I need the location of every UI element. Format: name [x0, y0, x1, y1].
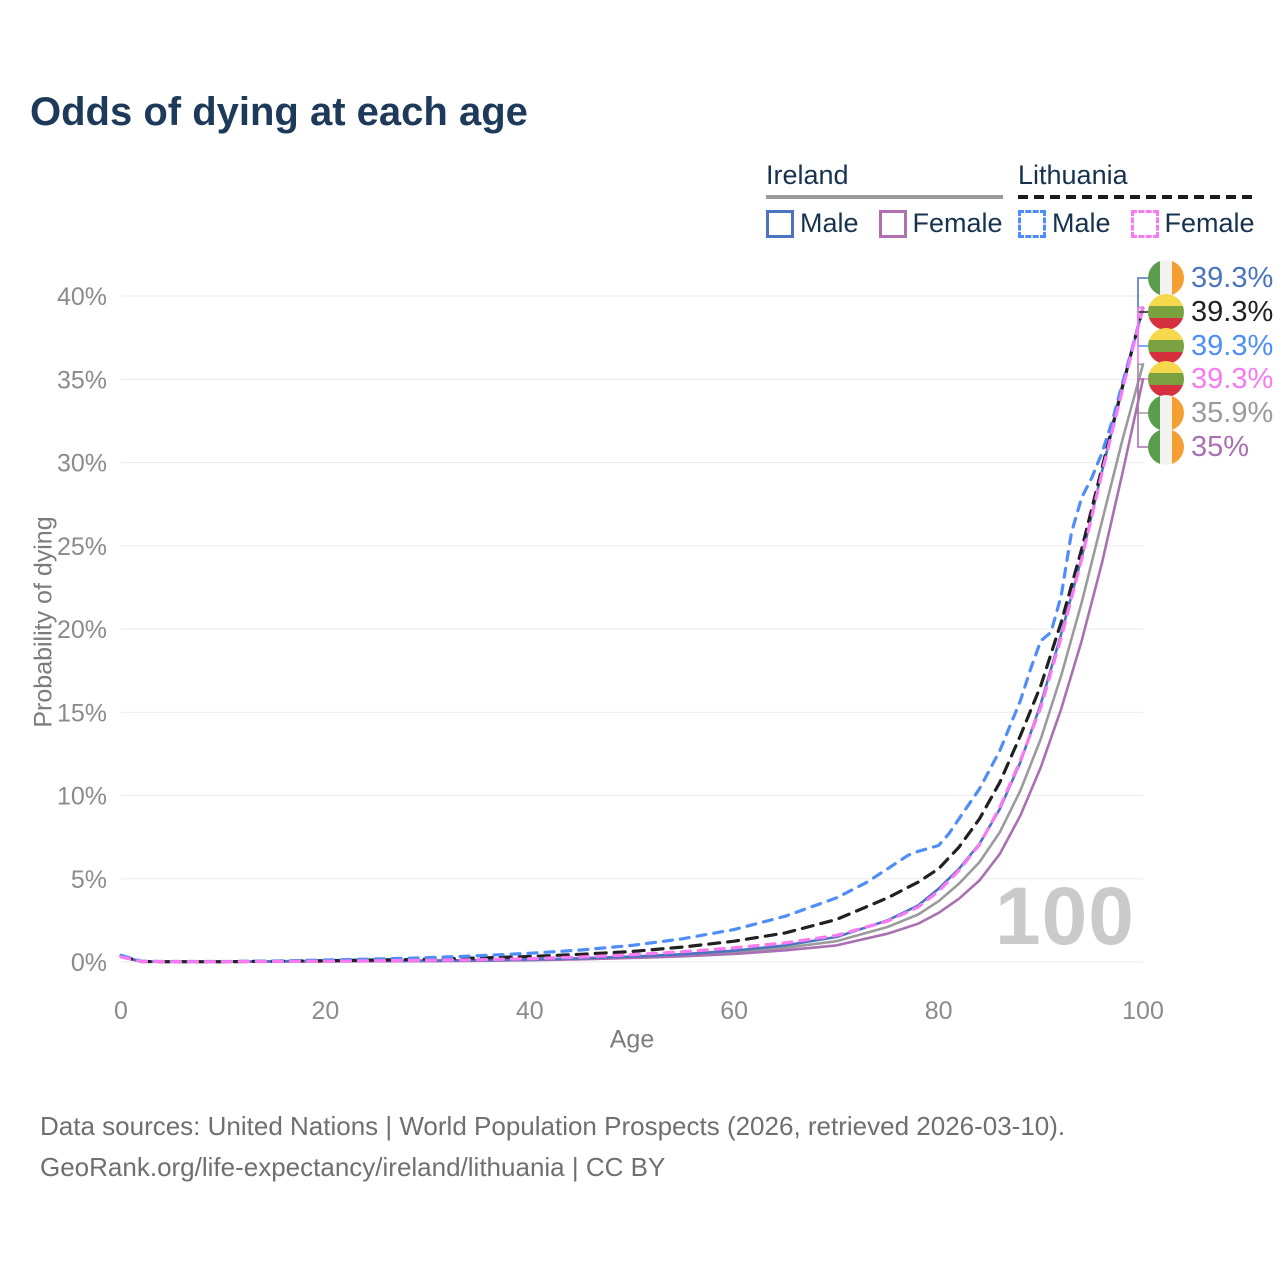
legend-underline-ireland: [766, 195, 1003, 199]
legend-header-lithuania: Lithuania: [1018, 160, 1128, 190]
age-counter-watermark: 100: [995, 871, 1135, 962]
y-tick-label: 0%: [71, 949, 107, 977]
lithuania-flag-icon: [1148, 328, 1184, 364]
footer-line-1: Data sources: United Nations | World Pop…: [40, 1111, 1066, 1141]
ireland-flag-icon: [1148, 429, 1184, 465]
ireland-flag-icon: [1148, 395, 1184, 431]
end-value: 39.3%: [1191, 295, 1274, 328]
x-tick-label: 100: [1122, 997, 1164, 1025]
y-tick-label: 25%: [57, 533, 107, 561]
end-label-lithuania-male: 39.3%: [1148, 327, 1273, 365]
legend-group-ireland: Ireland Male Female: [766, 160, 1003, 239]
y-tick-label: 5%: [71, 866, 107, 894]
legend-underline-lithuania: [1018, 195, 1255, 199]
y-tick-label: 20%: [57, 616, 107, 644]
end-value: 35%: [1191, 430, 1250, 463]
end-label-lithuania-total: 39.3%: [1148, 293, 1273, 331]
series-line-lithuania-male[interactable]: [119, 306, 1145, 964]
end-label-connector: [1137, 378, 1149, 448]
legend-swatch-ireland-male: [766, 209, 794, 238]
x-tick-label: 60: [720, 997, 748, 1025]
x-tick-label: 0: [114, 997, 128, 1025]
footer-line-2: GeoRank.org/life-expectancy/ireland/lith…: [40, 1152, 666, 1182]
series-line-ireland-female[interactable]: [119, 377, 1145, 964]
legend-group-lithuania: Lithuania Male Female: [1018, 160, 1255, 239]
x-tick-label: 40: [516, 997, 544, 1025]
series-line-lithuania-total[interactable]: [119, 306, 1145, 964]
y-tick-label: 10%: [57, 783, 107, 811]
legend-swatch-lithuania-male: [1018, 209, 1046, 238]
legend-label-ireland-female: Female: [912, 208, 1003, 238]
series-line-ireland-total[interactable]: [119, 362, 1145, 964]
end-value: 39.3%: [1191, 362, 1274, 395]
end-label-ireland-female: 35%: [1148, 428, 1249, 466]
ireland-flag-icon: [1148, 260, 1184, 296]
lithuania-flag-icon: [1148, 361, 1184, 397]
legend-header-ireland: Ireland: [766, 160, 849, 190]
end-label-ireland-total: 35.9%: [1148, 394, 1273, 432]
data-source-footer: Data sources: United Nations | World Pop…: [40, 1106, 1065, 1188]
y-tick-label: 30%: [57, 450, 107, 478]
legend-swatch-ireland-female: [878, 209, 907, 238]
end-label-lithuania-female: 39.3%: [1148, 360, 1273, 398]
legend-item-lithuania-male[interactable]: Male: [1018, 208, 1111, 239]
x-axis-title: Age: [609, 1025, 655, 1054]
lithuania-flag-icon: [1148, 294, 1184, 330]
legend-item-ireland-male[interactable]: Male: [766, 208, 859, 239]
legend-swatch-lithuania-female: [1130, 209, 1159, 238]
series-line-lithuania-female[interactable]: [119, 306, 1145, 964]
end-label-ireland-male: 39.3%: [1148, 259, 1273, 297]
legend-label-lithuania-male: Male: [1052, 208, 1111, 238]
x-tick-label: 80: [925, 997, 953, 1025]
end-value: 39.3%: [1191, 329, 1274, 362]
y-axis-title: Probability of dying: [29, 516, 58, 728]
series-line-ireland-male[interactable]: [119, 306, 1145, 964]
page-title: Odds of dying at each age: [30, 90, 528, 134]
legend-item-ireland-female[interactable]: Female: [878, 208, 1003, 239]
legend-label-ireland-male: Male: [800, 208, 859, 238]
legend-label-lithuania-female: Female: [1164, 208, 1255, 238]
y-tick-label: 40%: [57, 283, 107, 311]
y-tick-label: 15%: [57, 699, 107, 727]
x-tick-label: 20: [311, 997, 339, 1025]
end-value: 35.9%: [1191, 396, 1274, 429]
end-value: 39.3%: [1191, 261, 1274, 294]
legend-item-lithuania-female[interactable]: Female: [1130, 208, 1255, 239]
y-tick-label: 35%: [57, 366, 107, 394]
